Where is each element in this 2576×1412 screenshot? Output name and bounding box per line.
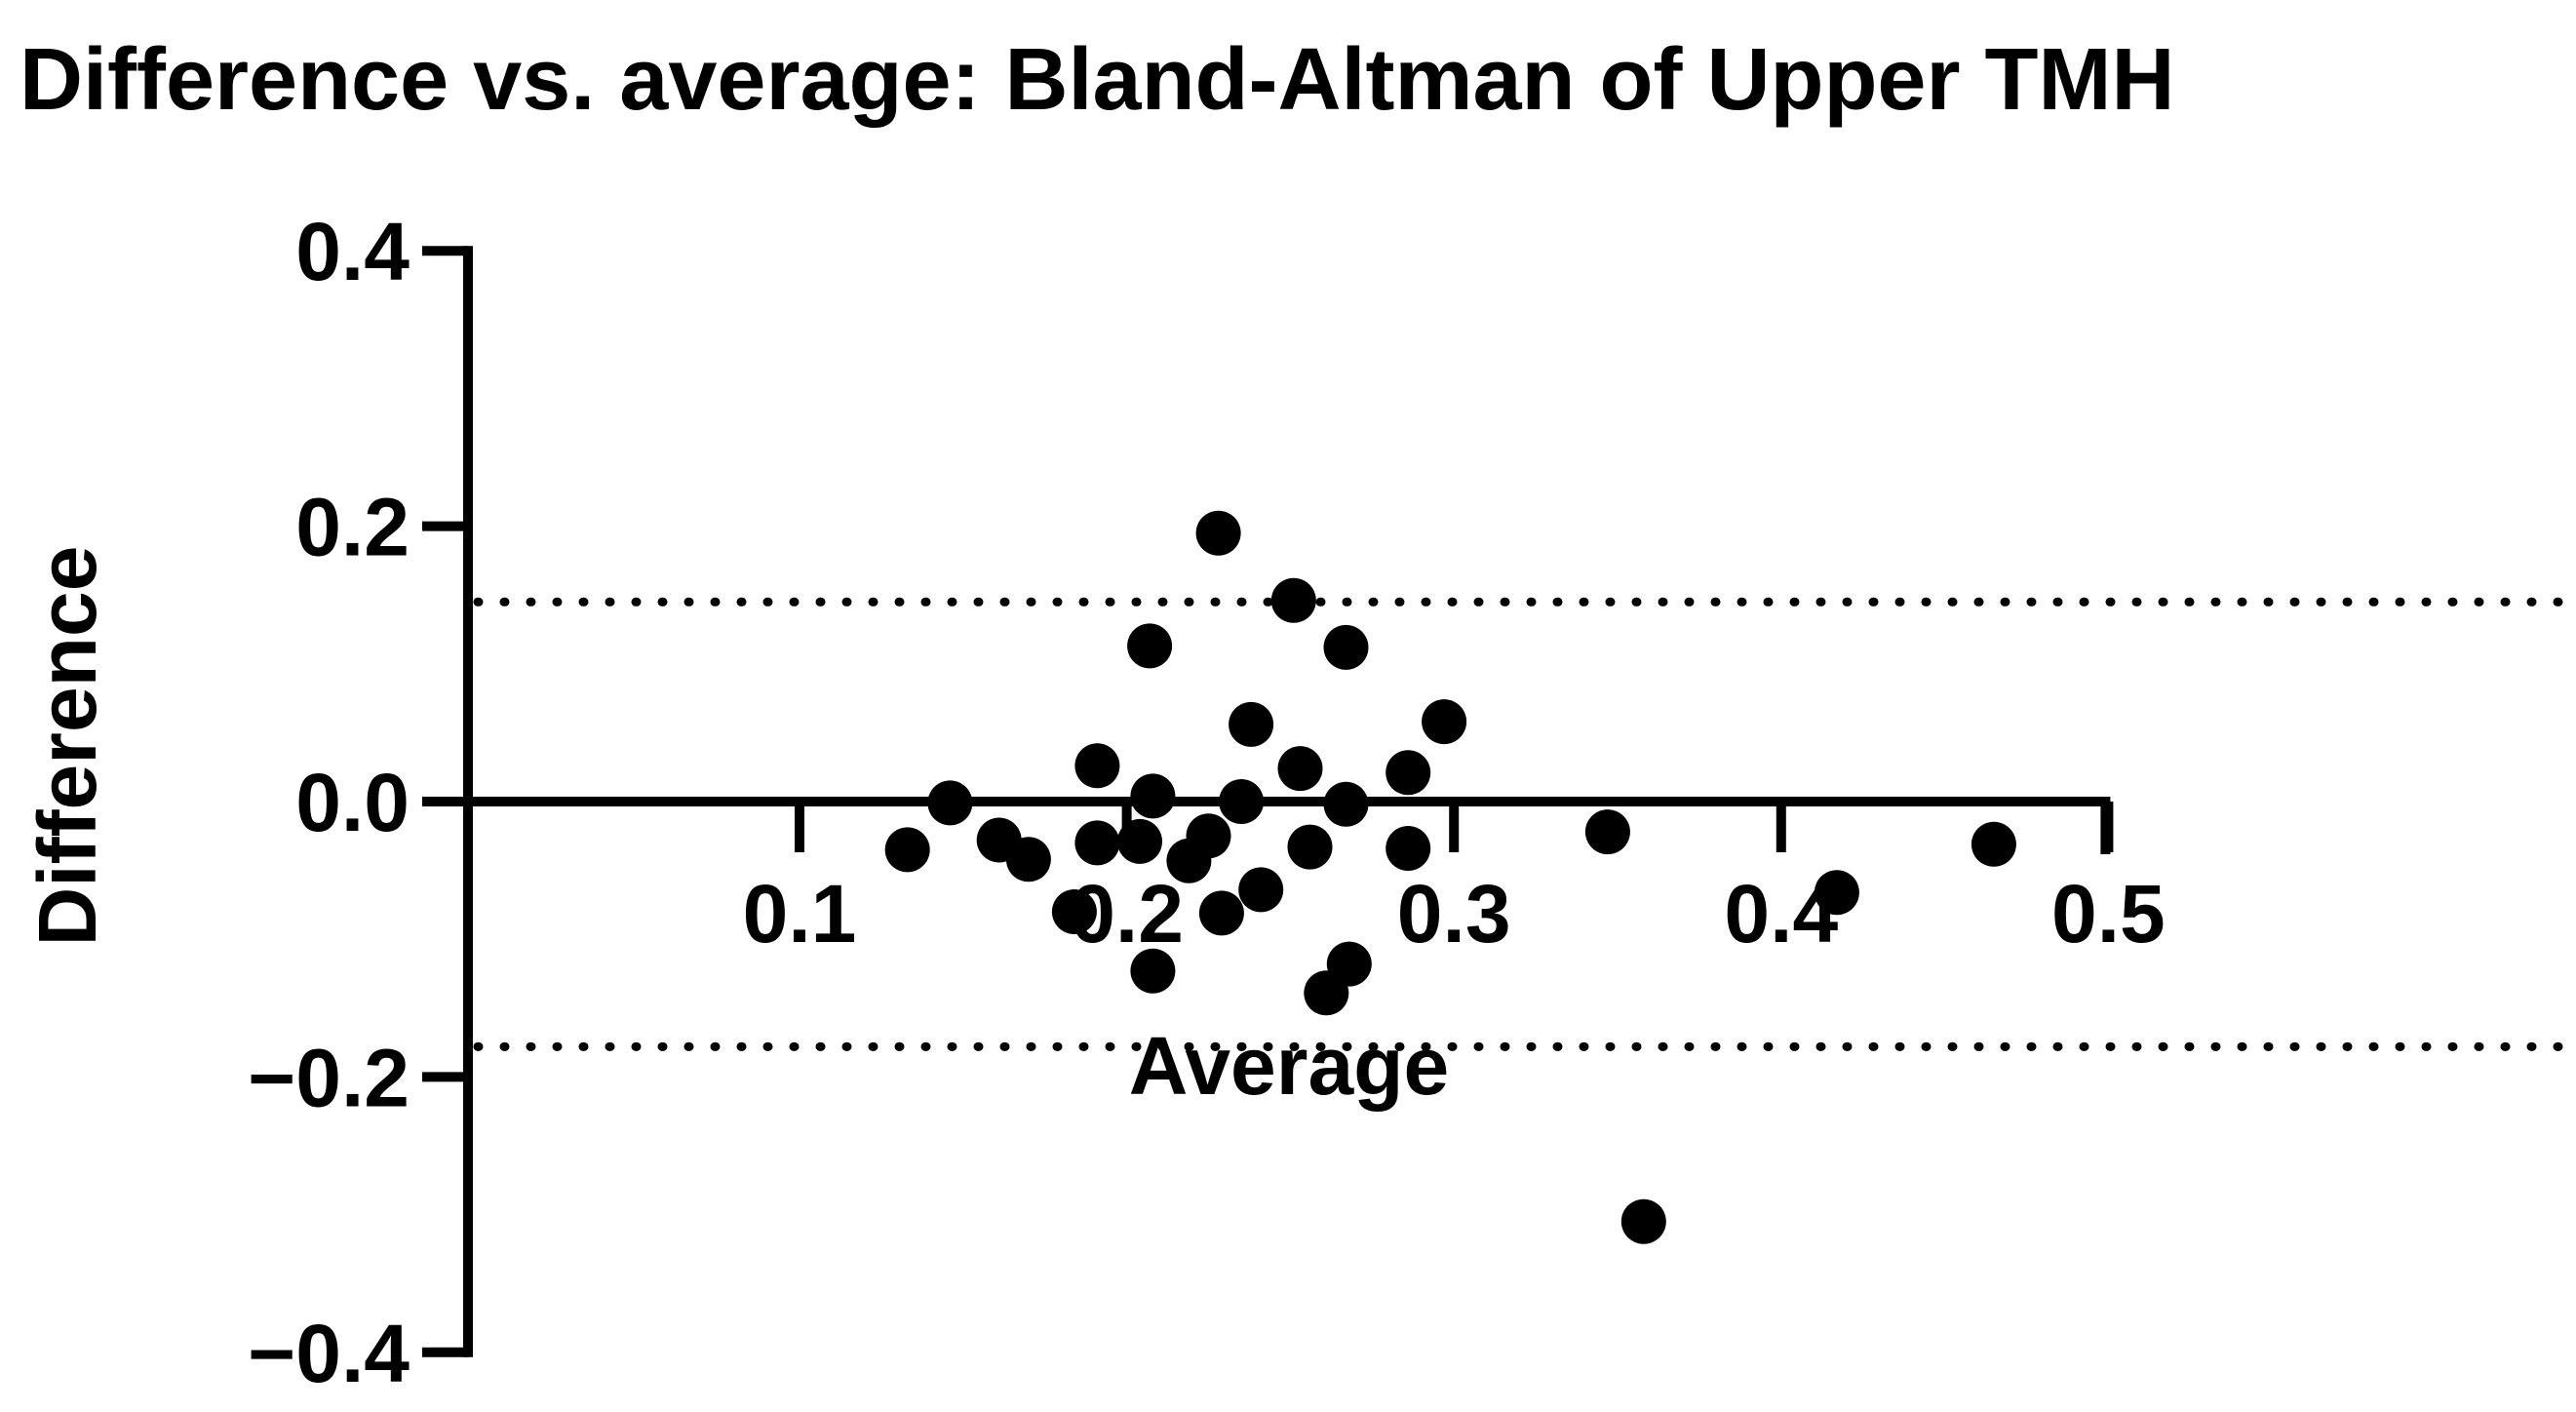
x-tick-label: 0.1 [743,868,857,960]
data-point [1130,773,1176,819]
data-point [1323,781,1369,827]
data-point [1005,837,1051,882]
data-point [1277,746,1323,792]
data-point [1117,818,1162,864]
data-point [1814,870,1859,916]
data-point [1195,510,1241,556]
data-point [1323,624,1369,670]
data-point [1386,826,1431,871]
x-axis-label: Average [1129,1020,1449,1112]
y-tick-label: 0.4 [295,206,410,297]
data-point [1051,889,1097,934]
data-point [884,827,930,873]
data-point [1386,750,1431,796]
x-tick-label: 0.5 [2051,868,2166,960]
data-point [1229,701,1274,747]
data-point [1219,779,1265,824]
chart-title: Difference vs. average: Bland-Altman of … [20,31,2174,129]
loa-dotted-lines [473,597,2567,1051]
x-tick-labels: 0.1 0.2 0.3 0.4 0.5 [743,868,2166,960]
data-point [1620,1198,1666,1244]
scatter-points [884,510,2016,1244]
data-point [1074,820,1120,866]
axes [422,246,2114,1357]
data-point [1074,743,1120,789]
data-point [927,780,973,826]
data-point [1584,809,1630,855]
data-point [1304,970,1349,1016]
data-point [1198,890,1244,936]
x-tick-label: 0.3 [1397,868,1511,960]
y-tick-label: −0.4 [248,1308,410,1399]
y-tick-label: 0.0 [295,757,410,848]
data-point [1186,813,1231,859]
data-point [1130,948,1176,994]
y-tick-labels: 0.4 0.2 0.0 −0.2 −0.4 [248,206,410,1399]
data-point [1127,623,1173,669]
data-point [1971,821,2016,867]
data-point [1270,577,1316,623]
y-tick-label: 0.2 [295,482,410,573]
data-point [1238,867,1284,913]
y-tick-label: −0.2 [248,1032,410,1123]
data-point [1287,824,1333,870]
y-axis-label: Difference [21,546,113,947]
data-point [1422,699,1467,745]
